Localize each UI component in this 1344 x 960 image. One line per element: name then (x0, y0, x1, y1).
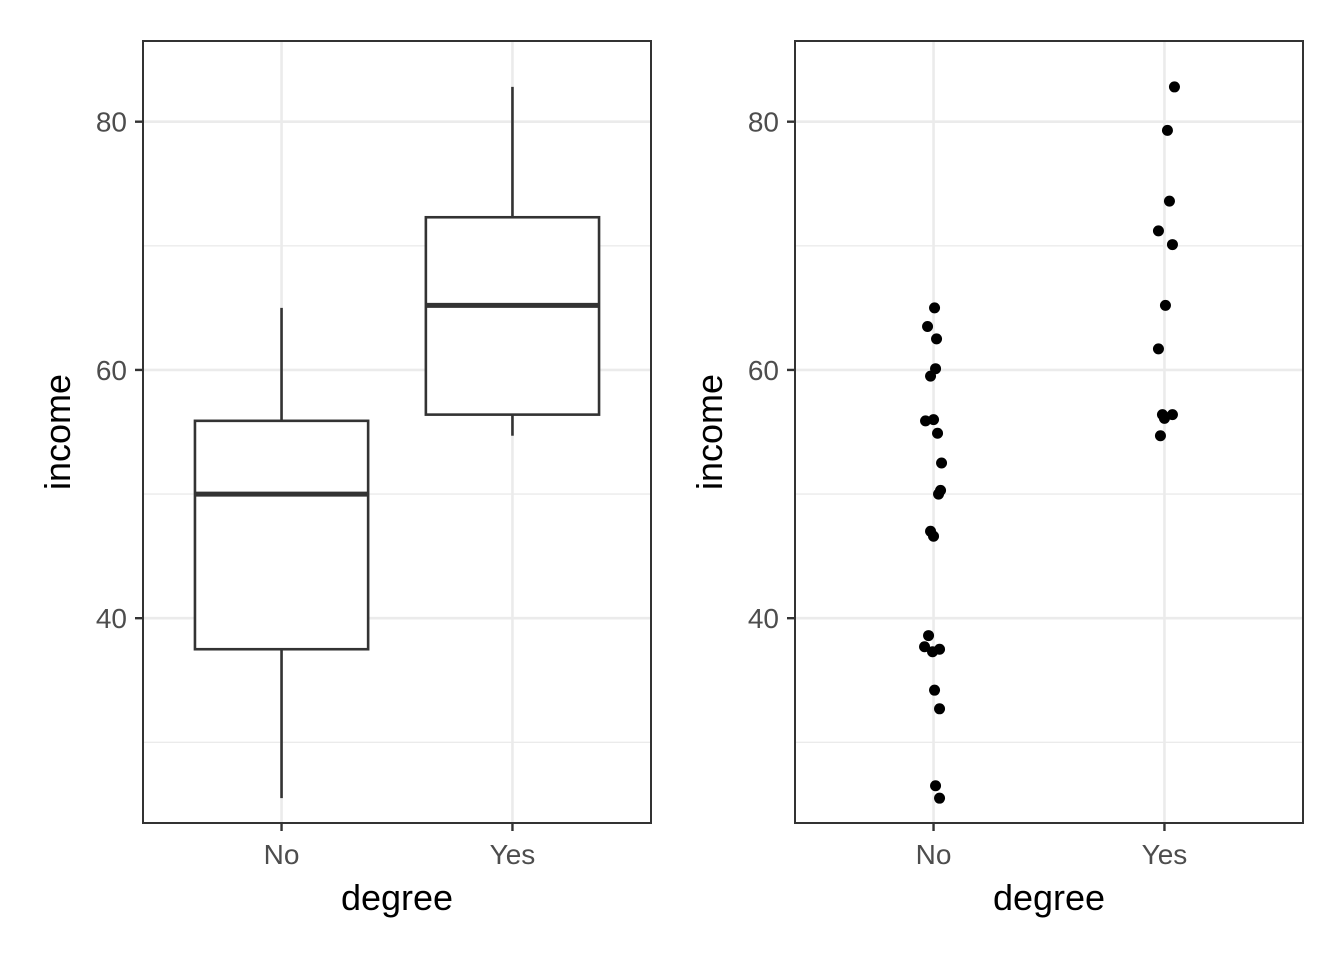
y-tick-label: 60 (748, 355, 779, 386)
data-point (919, 641, 931, 653)
x-tick-label: No (916, 839, 952, 870)
data-point (929, 302, 941, 314)
panel-background (795, 41, 1303, 823)
x-tick-label: Yes (1142, 839, 1188, 870)
data-point (923, 630, 935, 642)
data-point (1154, 430, 1166, 442)
y-tick-label: 60 (96, 355, 127, 386)
data-point (1152, 225, 1164, 237)
data-point (928, 414, 940, 426)
y-tick-label: 80 (96, 107, 127, 138)
boxplot-panel: 40 60 80 No Yes degree income (37, 40, 652, 918)
y-tick-label: 80 (748, 107, 779, 138)
data-point (1161, 124, 1173, 136)
x-tick-label: Yes (490, 839, 536, 870)
data-point (1168, 81, 1180, 93)
data-point (934, 643, 946, 655)
data-point (922, 320, 934, 332)
data-point (932, 427, 944, 439)
data-point (1163, 195, 1175, 207)
y-tick-label: 40 (96, 603, 127, 634)
x-axis-title: degree (993, 877, 1105, 918)
y-axis-title: income (37, 374, 78, 490)
panel-border (142, 40, 652, 824)
data-point (929, 684, 941, 696)
data-point (1152, 343, 1164, 355)
data-point (934, 703, 946, 715)
box-no (193, 419, 370, 651)
x-tick-label: No (264, 839, 300, 870)
y-tick-label: 40 (748, 603, 779, 634)
x-axis-title: degree (341, 877, 453, 918)
box-yes (424, 215, 601, 416)
data-point (1166, 409, 1178, 421)
data-point (936, 457, 948, 469)
data-point (931, 333, 943, 345)
scatter-panel: 40 60 80 No Yes degree income (689, 40, 1304, 918)
y-axis-title: income (689, 374, 730, 490)
data-point (1159, 299, 1171, 311)
data-point (925, 370, 937, 382)
data-point (1166, 239, 1178, 251)
data-point (934, 792, 946, 804)
panel-border (794, 40, 1304, 824)
data-point (928, 530, 940, 542)
data-point (933, 488, 945, 500)
data-point (930, 780, 942, 792)
